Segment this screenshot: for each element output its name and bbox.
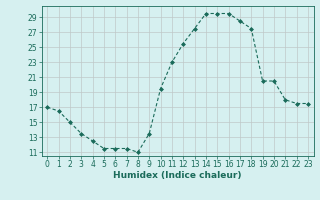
X-axis label: Humidex (Indice chaleur): Humidex (Indice chaleur)	[113, 171, 242, 180]
